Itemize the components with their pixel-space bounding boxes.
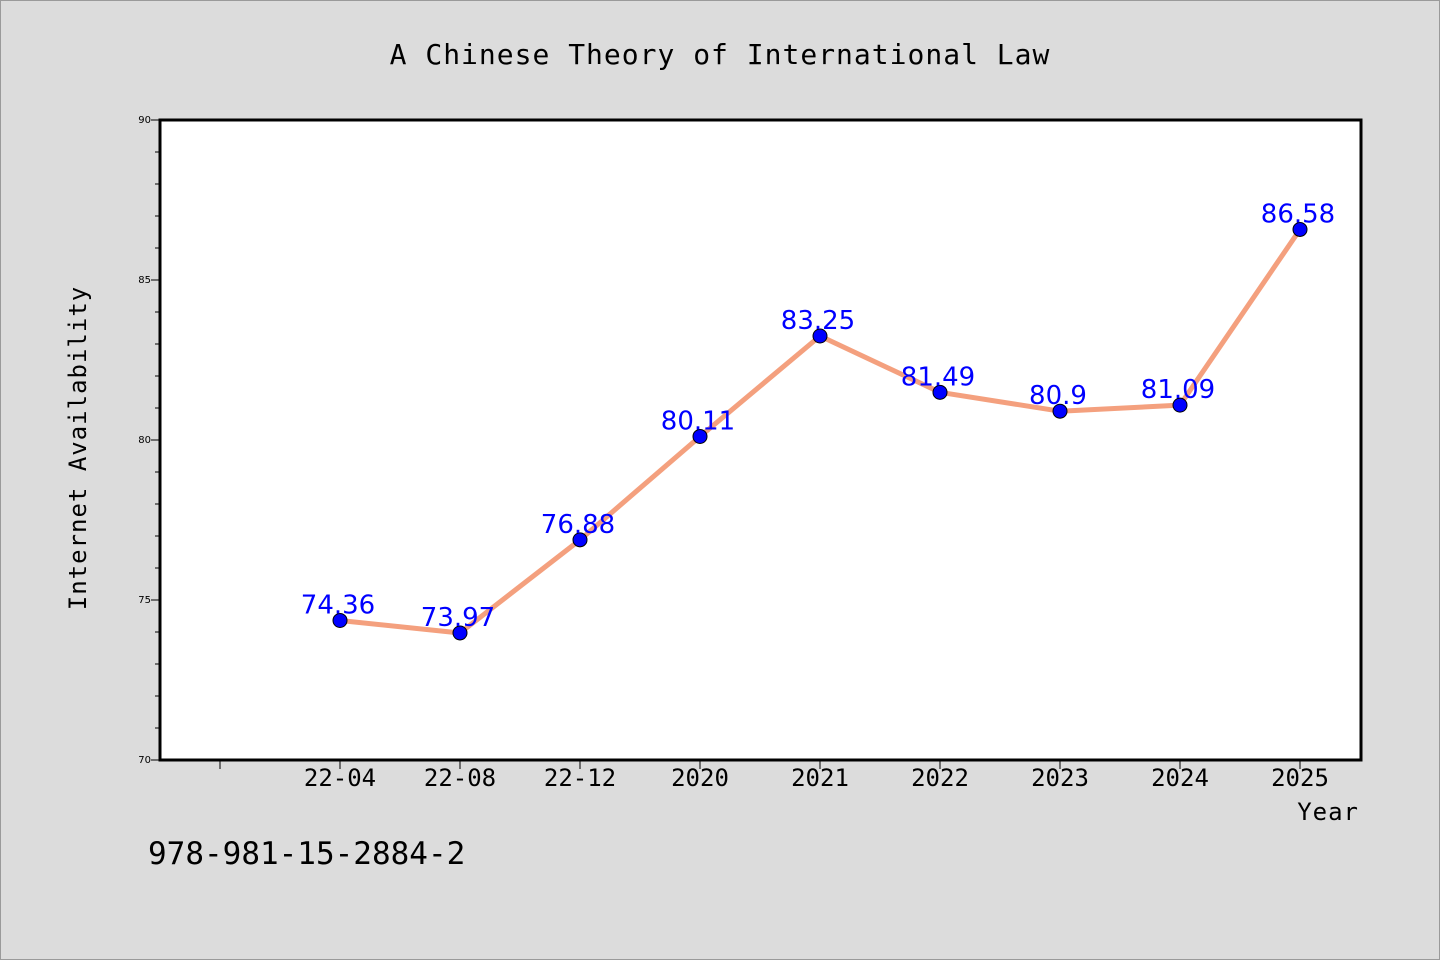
x-tick-label: 2024 — [1151, 764, 1209, 792]
data-point — [932, 384, 948, 400]
data-point — [452, 625, 468, 641]
data-label: 83.25 — [781, 306, 855, 336]
x-tick-label: 2022 — [911, 764, 969, 792]
x-tick-label: 2020 — [671, 764, 729, 792]
data-label: 80.9 — [1029, 381, 1087, 411]
data-labels-layer: 74.36 73.97 76.88 80.11 83.25 81.49 80.9 81.09 8… — [301, 199, 1335, 633]
x-tick-label: 2025 — [1271, 764, 1329, 792]
data-label: 73.97 — [421, 603, 495, 633]
y-axis-label: Internet Availability — [64, 286, 92, 610]
x-tick-label: 22-08 — [424, 764, 496, 792]
data-point — [692, 428, 708, 444]
data-label: 81.09 — [1141, 375, 1215, 405]
data-label: 76.88 — [541, 510, 615, 540]
data-point — [812, 328, 828, 344]
data-point — [1292, 221, 1308, 237]
y-tick-label: 85 — [138, 275, 151, 286]
y-axis: 70 75 80 85 90 — [138, 115, 160, 766]
data-label: 86.58 — [1261, 199, 1335, 229]
data-label: 81.49 — [901, 362, 975, 392]
data-point — [1172, 397, 1188, 413]
plot-area — [158, 118, 1363, 762]
data-point — [572, 532, 588, 548]
y-tick-label: 70 — [138, 755, 151, 766]
x-axis-label: Year — [1297, 798, 1359, 826]
isbn-footnote: 978-981-15-2884-2 — [148, 836, 465, 872]
series-layer — [332, 221, 1308, 641]
data-point — [1052, 403, 1068, 419]
chart-title: A Chinese Theory of International Law — [390, 38, 1051, 71]
x-tick-label: 22-04 — [304, 764, 376, 792]
x-tick-label: 22-12 — [544, 764, 616, 792]
x-axis: 22-04 22-08 22-12 2020 2021 2022 2023 2024 2025 — [219, 760, 1329, 792]
data-label: 80.11 — [661, 406, 735, 436]
data-point — [332, 612, 348, 628]
x-tick-label: 2023 — [1031, 764, 1089, 792]
y-tick-label: 90 — [138, 115, 151, 126]
x-tick-label: 2021 — [791, 764, 849, 792]
y-tick-label: 75 — [138, 595, 151, 606]
data-label: 74.36 — [301, 590, 375, 620]
y-tick-label: 80 — [138, 435, 151, 446]
